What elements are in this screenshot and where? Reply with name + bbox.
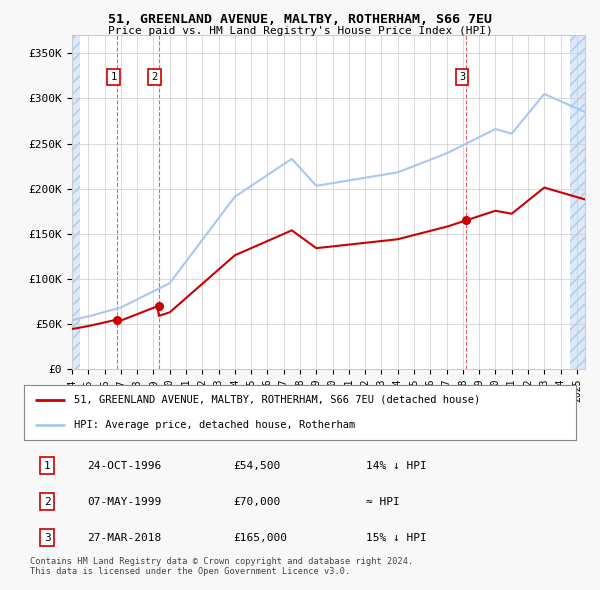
Text: £54,500: £54,500 bbox=[234, 461, 281, 470]
Bar bbox=[571, 35, 585, 369]
Text: 51, GREENLAND AVENUE, MALTBY, ROTHERHAM, S66 7EU: 51, GREENLAND AVENUE, MALTBY, ROTHERHAM,… bbox=[108, 13, 492, 26]
Text: 3: 3 bbox=[459, 72, 466, 82]
Text: Contains HM Land Registry data © Crown copyright and database right 2024.
This d: Contains HM Land Registry data © Crown c… bbox=[30, 557, 413, 576]
Text: 24-OCT-1996: 24-OCT-1996 bbox=[88, 461, 162, 470]
Text: 27-MAR-2018: 27-MAR-2018 bbox=[88, 533, 162, 543]
Text: £70,000: £70,000 bbox=[234, 497, 281, 507]
Text: 1: 1 bbox=[44, 461, 50, 470]
Text: 2: 2 bbox=[44, 497, 50, 507]
Text: 14% ↓ HPI: 14% ↓ HPI bbox=[366, 461, 427, 470]
Text: 1: 1 bbox=[110, 72, 116, 82]
Text: 07-MAY-1999: 07-MAY-1999 bbox=[88, 497, 162, 507]
Text: Price paid vs. HM Land Registry's House Price Index (HPI): Price paid vs. HM Land Registry's House … bbox=[107, 26, 493, 36]
Bar bbox=[72, 35, 80, 369]
Text: £165,000: £165,000 bbox=[234, 533, 288, 543]
Text: 3: 3 bbox=[44, 533, 50, 543]
Text: 15% ↓ HPI: 15% ↓ HPI bbox=[366, 533, 427, 543]
Text: 51, GREENLAND AVENUE, MALTBY, ROTHERHAM, S66 7EU (detached house): 51, GREENLAND AVENUE, MALTBY, ROTHERHAM,… bbox=[74, 395, 480, 405]
Text: ≈ HPI: ≈ HPI bbox=[366, 497, 400, 507]
Text: HPI: Average price, detached house, Rotherham: HPI: Average price, detached house, Roth… bbox=[74, 420, 355, 430]
Text: 2: 2 bbox=[152, 72, 158, 82]
